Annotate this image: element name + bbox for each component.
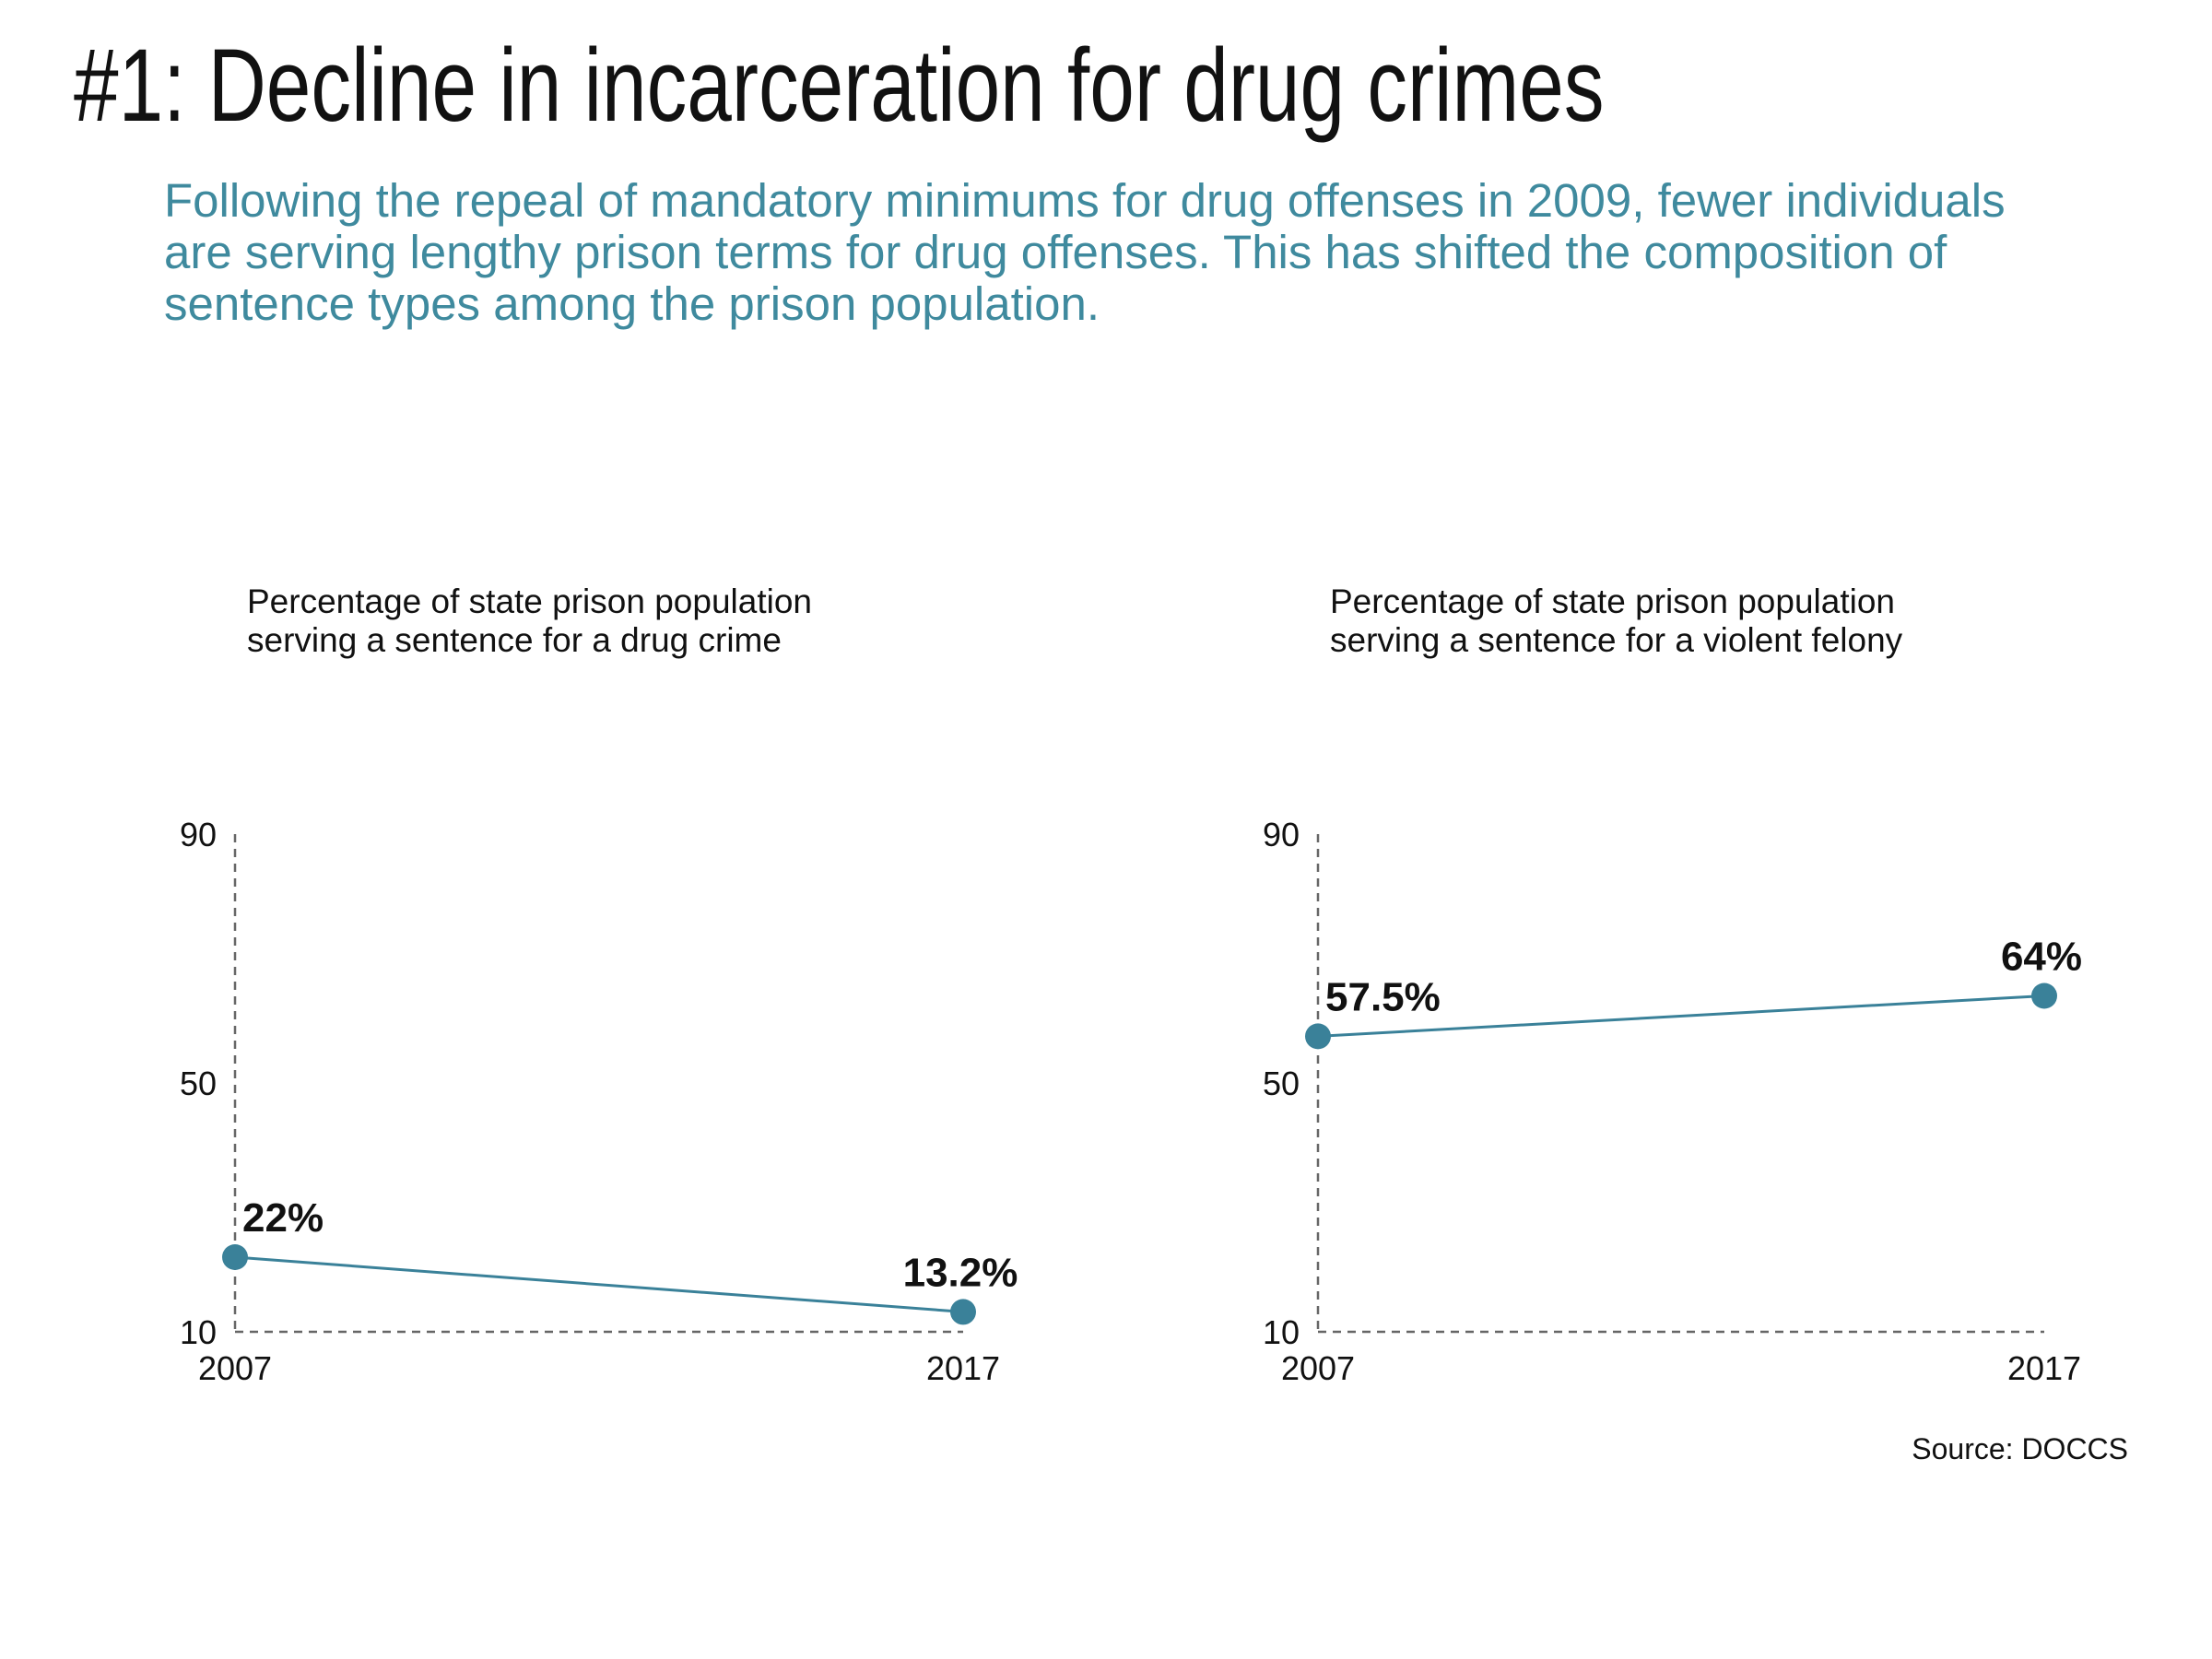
chart-title-line: serving a sentence for a violent felony bbox=[1330, 621, 1903, 659]
chart-title-line: Percentage of state prison population bbox=[247, 582, 812, 620]
data-point bbox=[2031, 982, 2057, 1009]
data-label: 57.5% bbox=[1325, 974, 1441, 1019]
series-line bbox=[1317, 994, 2045, 1038]
headline: #1: Decline in incarceration for drug cr… bbox=[74, 28, 1605, 143]
data-point bbox=[950, 1299, 976, 1325]
y-tick-label: 50 bbox=[1263, 1065, 1300, 1102]
x-tick-label: 2007 bbox=[1281, 1349, 1355, 1387]
x-tick-label: 2007 bbox=[198, 1349, 272, 1387]
source-note: Source: DOCCS bbox=[1912, 1432, 2128, 1465]
y-tick-label: 10 bbox=[1263, 1313, 1300, 1351]
data-point bbox=[222, 1244, 248, 1270]
data-point bbox=[1305, 1023, 1331, 1050]
data-label: 22% bbox=[242, 1195, 324, 1241]
x-tick-label: 2017 bbox=[2007, 1349, 2081, 1387]
y-tick-label: 50 bbox=[180, 1065, 217, 1102]
data-label: 64% bbox=[2001, 935, 2082, 980]
chart-panel-violent-felony: Percentage of state prison populationser… bbox=[1263, 582, 2082, 1387]
chart-title-line: Percentage of state prison population bbox=[1330, 582, 1895, 620]
y-tick-label: 10 bbox=[180, 1313, 217, 1351]
y-tick-label: 90 bbox=[180, 816, 217, 853]
dek-paragraph: Following the repeal of mandatory minimu… bbox=[164, 174, 2006, 330]
chart-panel-drug-crime: Percentage of state prison populationser… bbox=[180, 582, 1018, 1387]
y-tick-label: 90 bbox=[1263, 816, 1300, 853]
x-tick-label: 2017 bbox=[926, 1349, 1000, 1387]
chart-title-line: serving a sentence for a drug crime bbox=[247, 621, 782, 659]
data-label: 13.2% bbox=[903, 1250, 1018, 1295]
series-line bbox=[234, 1255, 964, 1313]
